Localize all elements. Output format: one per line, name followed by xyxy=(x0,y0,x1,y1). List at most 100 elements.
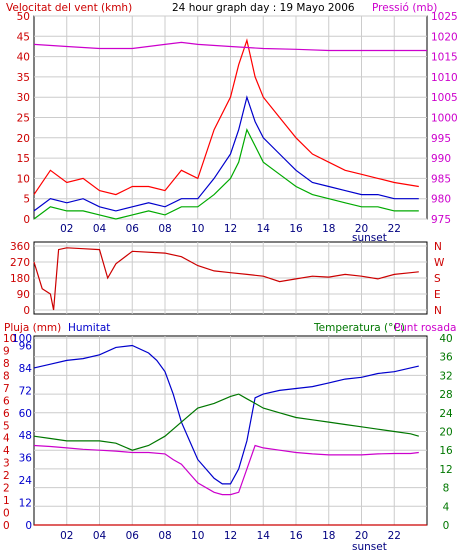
rain-tick-label: 4 xyxy=(3,433,10,445)
hour-tick-label: 20 xyxy=(355,530,368,542)
pressure-tick-label: 1005 xyxy=(431,92,458,104)
wind-speed-tick-label: 35 xyxy=(17,72,30,84)
hour-tick-label: 10 xyxy=(191,223,204,235)
rain-tick-label: 5 xyxy=(3,420,10,432)
hour-tick-label: 20 xyxy=(355,223,368,235)
sunset-annotation-bottom: sunset xyxy=(352,541,387,553)
temperature-tick-label: 20 xyxy=(439,427,452,439)
rain-tick-label: 1 xyxy=(3,495,10,507)
wind-speed-tick-label: 15 xyxy=(17,153,30,165)
direction-tick-label: 360 xyxy=(10,241,30,253)
hour-tick-label: 06 xyxy=(126,223,140,235)
compass-tick-label: W xyxy=(434,257,445,269)
hour-tick-label: 02 xyxy=(60,223,73,235)
rain-tick-label: 0 xyxy=(3,520,10,532)
hour-tick-label: 22 xyxy=(388,223,401,235)
direction-tick-label: 270 xyxy=(10,257,30,269)
hour-tick-label: 04 xyxy=(93,223,107,235)
pressure-tick-label: 1000 xyxy=(431,113,458,125)
hour-tick-label: 04 xyxy=(93,530,107,542)
hour-tick-label: 08 xyxy=(158,530,171,542)
hour-tick-label: 10 xyxy=(191,530,204,542)
rain-tick-label: 2 xyxy=(3,470,10,482)
direction-tick-label: 0 xyxy=(23,305,30,317)
direction-tick-label: 180 xyxy=(10,273,30,285)
chart-title: 24 hour graph day : 19 Mayo 2006 xyxy=(172,2,355,14)
pressure-tick-label: 1020 xyxy=(431,31,458,43)
rain-tick-label: 10 xyxy=(3,333,16,345)
humidity-tick-label: 96 xyxy=(19,340,33,352)
rain-tick-label: 9 xyxy=(3,345,10,357)
temperature-axis-label: Temperatura (°C) xyxy=(313,322,405,334)
rain-tick-label: 6 xyxy=(3,395,10,407)
compass-tick-label: N xyxy=(434,305,442,317)
rain-tick-label: 4 xyxy=(3,445,10,457)
hour-tick-label: 18 xyxy=(322,223,335,235)
humidity-tick-label: 36 xyxy=(19,453,33,465)
temperature-tick-label: 12 xyxy=(439,464,452,476)
temperature-tick-label: 8 xyxy=(443,483,450,495)
hour-tick-label: 14 xyxy=(257,530,271,542)
rain-tick-label: 3 xyxy=(3,458,10,470)
compass-tick-label: S xyxy=(434,273,441,285)
wind-speed-tick-label: 10 xyxy=(17,173,30,185)
hour-tick-label: 14 xyxy=(257,223,271,235)
wind-speed-tick-label: 20 xyxy=(17,133,30,145)
direction-line xyxy=(33,247,419,311)
humidity-tick-label: 12 xyxy=(19,498,32,510)
dewpoint-axis-label: Punt rosada xyxy=(394,322,456,334)
wind-speed-tick-label: 5 xyxy=(23,194,30,206)
pressure-tick-label: 990 xyxy=(431,153,451,165)
gust-line xyxy=(33,38,419,196)
wind-speed-tick-label: 25 xyxy=(17,113,30,125)
temperature-tick-label: 0 xyxy=(443,520,450,532)
hour-tick-label: 16 xyxy=(289,530,303,542)
pressure-tick-label: 1010 xyxy=(431,72,458,84)
low-line xyxy=(33,127,419,220)
pressure-tick-label: 995 xyxy=(431,133,451,145)
temperature-tick-label: 36 xyxy=(439,352,453,364)
hour-tick-label: 16 xyxy=(289,223,303,235)
pressure-axis-label: Pressió (mb) xyxy=(372,2,437,14)
humidity-tick-label: 100 xyxy=(12,333,32,345)
wind-speed-tick-label: 45 xyxy=(17,31,30,43)
hour-tick-label: 12 xyxy=(224,223,237,235)
pressure-tick-label: 1015 xyxy=(431,52,458,64)
pressure-tick-label: 980 xyxy=(431,194,451,206)
wind-speed-axis-label: Velocitat del vent (kmh) xyxy=(6,2,132,14)
avg-line xyxy=(33,95,419,212)
rain-tick-label: 8 xyxy=(3,358,10,370)
temperature-tick-label: 40 xyxy=(439,333,452,345)
sunset-annotation-top: sunset xyxy=(352,232,387,244)
rain-tick-label: 7 xyxy=(3,383,10,395)
wind-speed-tick-label: 0 xyxy=(23,214,30,226)
pressure-line xyxy=(33,41,427,52)
humidity-line xyxy=(33,344,419,485)
hour-tick-label: 08 xyxy=(158,223,171,235)
hour-tick-label: 18 xyxy=(322,530,335,542)
direction-tick-label: 90 xyxy=(17,289,30,301)
hour-tick-label: 06 xyxy=(126,530,140,542)
rain-axis-label: Pluja (mm) xyxy=(4,322,61,334)
humidity-tick-label: 84 xyxy=(19,363,33,375)
temperature-tick-label: 24 xyxy=(439,408,453,420)
temperature-line xyxy=(33,393,419,451)
hour-tick-label: 22 xyxy=(388,530,401,542)
rain-tick-label: 8 xyxy=(3,370,10,382)
wind-speed-tick-label: 30 xyxy=(17,92,30,104)
wind-speed-tick-label: 40 xyxy=(17,52,30,64)
humidity-tick-label: 48 xyxy=(19,430,32,442)
hour-tick-label: 02 xyxy=(60,530,73,542)
dewpoint-line xyxy=(33,444,419,496)
temperature-tick-label: 32 xyxy=(439,370,452,382)
humidity-tick-label: 60 xyxy=(19,408,32,420)
humidity-axis-label: Humitat xyxy=(68,322,110,334)
humidity-tick-label: 72 xyxy=(19,385,32,397)
humidity-tick-label: 0 xyxy=(25,520,32,532)
humidity-tick-label: 24 xyxy=(19,475,33,487)
